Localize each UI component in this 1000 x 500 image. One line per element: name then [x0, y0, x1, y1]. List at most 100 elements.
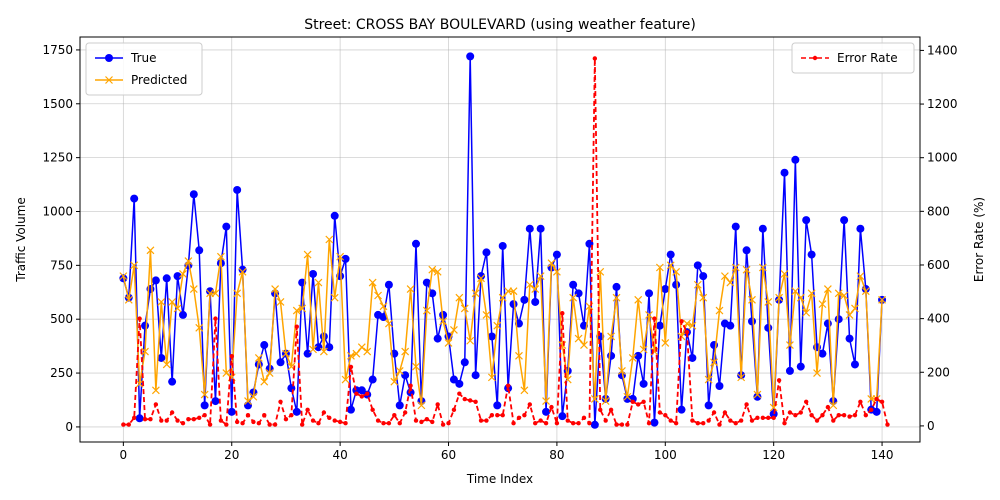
data-point	[244, 401, 252, 410]
data-point	[365, 391, 370, 396]
data-point	[412, 362, 420, 371]
data-point	[818, 349, 827, 358]
data-point	[737, 373, 746, 382]
data-point	[141, 321, 150, 330]
data-point	[314, 278, 323, 287]
legend-box	[85, 42, 203, 96]
data-point	[834, 289, 843, 298]
y-left-tick-label: 500	[50, 312, 73, 326]
data-point	[401, 371, 410, 380]
data-point	[374, 291, 382, 300]
data-point	[769, 409, 778, 418]
data-point	[782, 421, 787, 426]
data-point	[695, 421, 701, 426]
data-point	[603, 418, 608, 423]
data-point	[760, 415, 766, 421]
data-point	[135, 414, 144, 423]
data-point	[552, 267, 561, 276]
data-point	[531, 285, 540, 293]
data-point	[715, 306, 724, 315]
data-point	[178, 310, 187, 319]
data-point	[402, 410, 408, 415]
data-point	[796, 293, 805, 302]
data-point	[303, 349, 312, 358]
data-point	[222, 369, 231, 377]
data-point	[608, 407, 614, 413]
y-right-tick-label: 800	[927, 204, 950, 218]
data-point	[124, 295, 133, 304]
data-point	[672, 280, 681, 289]
data-point	[460, 304, 469, 313]
data-point	[699, 293, 708, 302]
data-point	[829, 401, 838, 410]
data-point	[186, 417, 191, 422]
data-point	[731, 263, 740, 272]
data-point	[720, 272, 729, 281]
data-point	[466, 336, 475, 345]
data-point	[823, 285, 832, 293]
data-point	[457, 391, 462, 396]
data-point	[679, 319, 684, 324]
data-point	[363, 347, 372, 356]
data-point	[549, 404, 554, 410]
x-tick-label: 40	[332, 448, 347, 462]
data-point	[357, 386, 366, 395]
data-point	[159, 418, 164, 423]
data-point	[758, 263, 767, 272]
data-point	[466, 52, 475, 61]
data-point	[645, 310, 653, 319]
data-point	[791, 287, 800, 296]
legend-marker	[105, 76, 113, 84]
y-axis-left-label: Traffic Volume	[14, 197, 28, 283]
data-point	[316, 421, 321, 426]
data-point	[460, 358, 469, 367]
data-point	[856, 272, 865, 281]
data-point	[424, 417, 430, 422]
data-point	[813, 369, 821, 377]
data-point	[722, 410, 728, 415]
data-point	[856, 224, 865, 233]
data-point	[710, 358, 718, 367]
data-point	[840, 291, 849, 300]
data-point	[748, 317, 756, 326]
data-point	[749, 418, 755, 423]
data-point	[786, 341, 794, 349]
data-point	[836, 412, 841, 418]
data-point	[298, 304, 307, 313]
data-point	[240, 421, 245, 426]
data-point	[587, 421, 592, 426]
data-point	[646, 421, 652, 426]
data-point	[869, 407, 874, 413]
y-left-tick-label: 1500	[42, 97, 73, 111]
y-right-tick-label: 400	[927, 312, 950, 326]
data-point	[455, 293, 464, 302]
data-point	[639, 379, 648, 388]
data-point	[310, 418, 316, 423]
data-point	[851, 304, 859, 313]
data-point	[619, 422, 625, 427]
data-point	[238, 267, 247, 276]
data-point	[348, 364, 354, 370]
data-point	[612, 282, 621, 291]
data-point	[408, 383, 413, 388]
x-tick-label: 100	[654, 448, 677, 462]
data-point	[327, 415, 332, 421]
series-error-rate	[121, 56, 890, 427]
data-point	[189, 285, 198, 293]
data-point	[688, 353, 697, 362]
data-point	[650, 418, 659, 427]
data-point	[874, 396, 879, 402]
data-point	[753, 392, 762, 401]
data-point	[625, 422, 630, 427]
data-point	[202, 412, 207, 418]
data-point	[162, 360, 171, 369]
data-point	[211, 397, 220, 406]
data-point	[574, 289, 583, 298]
data-point	[354, 391, 359, 396]
data-point	[233, 289, 242, 298]
data-point	[661, 285, 670, 294]
data-point	[341, 254, 350, 263]
data-point	[213, 316, 218, 321]
data-point	[446, 421, 451, 426]
data-point	[262, 412, 267, 418]
